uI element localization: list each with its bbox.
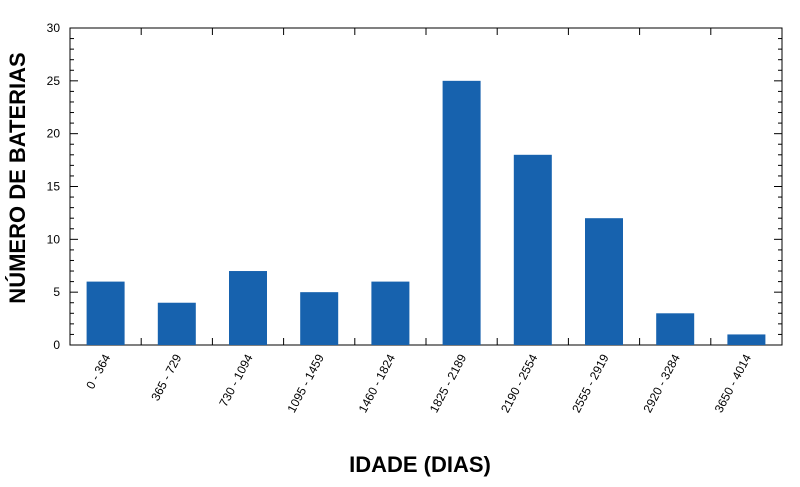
y-tick-label: 20: [47, 127, 61, 141]
bar-3: [229, 271, 267, 345]
y-axis-ticks: [70, 27, 782, 346]
bar-5: [371, 281, 410, 345]
bar-10: [727, 334, 766, 345]
x-tick-label: 2555 - 2919: [569, 352, 612, 415]
x-axis-title: IDADE (DIAS): [349, 452, 491, 477]
bar-2: [157, 302, 196, 345]
x-tick-label: 1825 - 2189: [427, 352, 470, 415]
x-axis-tick-labels: 0 - 364 365 - 729 730 - 1094 1095 - 1459 146…: [83, 352, 754, 415]
y-tick-label: 30: [47, 21, 61, 35]
bar-8: [585, 218, 623, 345]
bar-7: [513, 154, 552, 345]
x-tick-label: 730 - 1094: [216, 352, 255, 410]
x-tick-label: 0 - 364: [83, 352, 113, 392]
bar-1: [86, 281, 125, 345]
plot-frame: [69, 27, 783, 346]
y-tick-label: 15: [47, 180, 61, 194]
y-axis-title: NÚMERO DE BATERIAS: [5, 52, 30, 303]
bar-6: [442, 80, 481, 345]
x-tick-label: 1095 - 1459: [284, 352, 327, 415]
y-tick-label: 0: [53, 338, 60, 352]
y-tick-label: 10: [47, 232, 61, 246]
y-tick-label: 25: [47, 74, 61, 88]
y-axis-tick-labels: 0 5 10 15 20 25 30: [47, 21, 61, 352]
bars: [86, 80, 766, 345]
bar-9: [656, 313, 695, 345]
x-tick-label: 1460 - 1824: [356, 352, 399, 415]
x-tick-label: 3650 - 4014: [712, 352, 755, 415]
y-tick-label: 5: [53, 285, 60, 299]
x-tick-label: 2920 - 3284: [640, 352, 683, 415]
x-tick-label: 365 - 729: [148, 352, 184, 404]
bar-4: [300, 292, 339, 345]
x-tick-label: 2190 - 2554: [498, 352, 541, 415]
x-axis-ticks: [140, 28, 712, 345]
